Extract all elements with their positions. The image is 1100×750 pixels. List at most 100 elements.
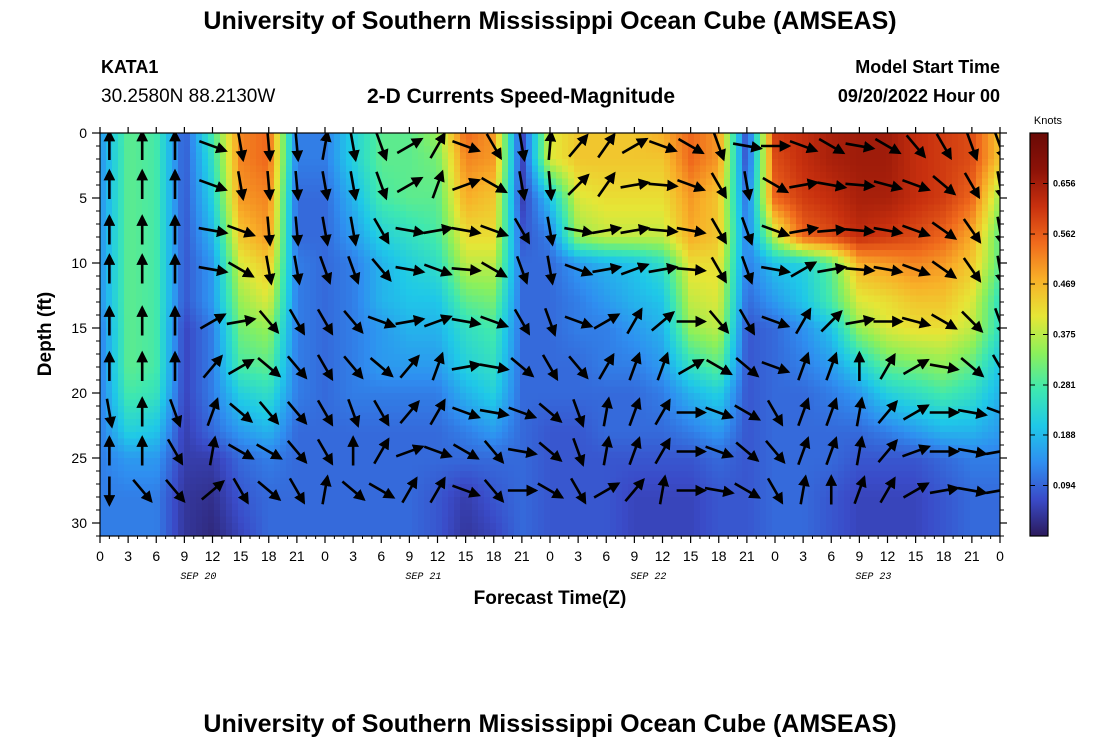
current-vector-arrow xyxy=(538,402,563,424)
current-vector-arrow xyxy=(227,224,256,238)
current-vector-arrow xyxy=(654,437,671,465)
current-vector-arrow xyxy=(104,398,116,429)
current-vector-arrow xyxy=(818,137,846,155)
current-vector-arrow xyxy=(429,133,446,159)
current-vector-arrow xyxy=(877,438,899,464)
current-vector-arrow xyxy=(286,439,308,465)
current-vector-arrow xyxy=(348,133,360,163)
current-vector-arrow xyxy=(854,435,866,466)
current-vector-arrow xyxy=(993,307,1000,337)
current-vector-arrow xyxy=(544,133,557,161)
current-vector-arrow xyxy=(199,313,227,330)
current-vector-arrow xyxy=(965,133,979,162)
current-vector-arrow xyxy=(348,216,360,247)
current-vector-arrow xyxy=(348,170,360,202)
current-vector-arrow xyxy=(564,315,594,329)
x-tick-label: 21 xyxy=(289,548,305,564)
current-vector-arrow xyxy=(741,170,754,202)
current-vector-arrow xyxy=(766,399,784,427)
current-vector-arrow xyxy=(545,216,557,247)
current-vector-arrow xyxy=(545,255,557,286)
current-vector-arrow xyxy=(902,224,931,238)
x-tick-label: 12 xyxy=(430,548,446,564)
current-vector-arrow xyxy=(480,224,510,238)
current-vector-arrow xyxy=(572,437,586,467)
date-label: SEP 20 xyxy=(180,572,216,583)
current-vector-arrow xyxy=(929,362,960,374)
current-vector-arrow xyxy=(431,169,445,199)
current-vector-arrow xyxy=(798,474,810,505)
x-tick-label: 3 xyxy=(574,548,582,564)
current-vector-arrow xyxy=(515,255,529,285)
current-vector-arrow xyxy=(735,441,760,463)
current-vector-arrow xyxy=(797,351,811,381)
x-tick-label: 6 xyxy=(602,548,610,564)
x-tick-label: 15 xyxy=(683,548,699,564)
current-vector-arrow xyxy=(648,179,679,192)
current-vector-arrow xyxy=(790,261,818,278)
colorbar-tick-label: 0.188 xyxy=(1053,430,1076,440)
current-vector-arrow xyxy=(817,262,848,275)
current-vector-arrow xyxy=(845,179,876,192)
current-vector-arrow xyxy=(429,398,446,426)
current-vector-arrow xyxy=(318,255,333,285)
colorbar-tick-label: 0.562 xyxy=(1053,229,1076,239)
current-vector-arrow xyxy=(874,137,902,155)
current-vector-arrow xyxy=(288,477,306,505)
date-label: SEP 23 xyxy=(855,572,891,583)
current-vector-arrow xyxy=(960,357,985,378)
x-tick-label: 0 xyxy=(771,548,779,564)
current-vector-arrow xyxy=(626,307,643,335)
y-tick-label: 0 xyxy=(79,125,87,141)
current-vector-arrow xyxy=(705,358,733,376)
current-vector-arrow xyxy=(452,406,481,420)
current-vector-arrow xyxy=(200,479,226,501)
y-tick-label: 10 xyxy=(71,255,87,271)
colorbar: 0.656 0.562 0.469 0.375 0.281 0.188 0.094 xyxy=(1029,132,1076,537)
current-vector-arrow xyxy=(451,316,482,329)
current-vector-arrow xyxy=(931,260,958,279)
current-vector-arrow xyxy=(628,436,642,466)
current-vector-arrow xyxy=(367,315,397,329)
current-vector-arrow xyxy=(598,352,615,380)
current-vector-arrow xyxy=(620,178,651,190)
x-tick-label: 6 xyxy=(377,548,385,564)
current-vector-arrow xyxy=(479,407,510,420)
x-tick-label: 0 xyxy=(546,548,554,564)
current-vector-arrow xyxy=(650,310,676,332)
x-tick-label: 0 xyxy=(321,548,329,564)
current-vector-arrow xyxy=(593,313,621,330)
current-vector-arrow xyxy=(227,261,255,278)
current-vector-arrow xyxy=(263,133,275,163)
current-vector-arrow xyxy=(483,478,505,504)
page-title: University of Southern Mississippi Ocean… xyxy=(203,7,897,35)
current-vector-arrow xyxy=(797,436,811,466)
current-vector-arrow xyxy=(905,134,927,159)
current-vector-arrow xyxy=(825,436,839,466)
current-vector-arrow xyxy=(544,170,557,202)
current-vector-arrow xyxy=(879,476,896,504)
y-tick-label: 15 xyxy=(71,320,87,336)
x-tick-label: 15 xyxy=(458,548,474,564)
current-vector-arrow xyxy=(712,133,726,162)
current-vector-arrow xyxy=(962,257,982,283)
current-vector-arrow xyxy=(291,170,304,202)
current-vector-arrow xyxy=(656,351,670,381)
current-vector-arrow xyxy=(732,141,763,153)
colorbar-tick-label: 0.094 xyxy=(1053,480,1076,490)
current-vector-arrow xyxy=(762,176,790,194)
current-vector-arrow xyxy=(705,406,735,420)
x-tick-label: 12 xyxy=(655,548,671,564)
current-vector-arrow xyxy=(620,262,650,276)
x-tick-label: 9 xyxy=(855,548,863,564)
x-tick-label: 18 xyxy=(936,548,952,564)
current-vector-arrow xyxy=(794,307,812,335)
current-vector-arrow xyxy=(431,351,445,381)
current-vector-arrow xyxy=(166,438,184,466)
current-vector-arrow xyxy=(825,397,839,427)
x-tick-label: 6 xyxy=(827,548,835,564)
date-label: SEP 21 xyxy=(405,572,441,583)
y-tick-label: 5 xyxy=(79,190,87,206)
current-vector-arrow xyxy=(930,313,958,330)
